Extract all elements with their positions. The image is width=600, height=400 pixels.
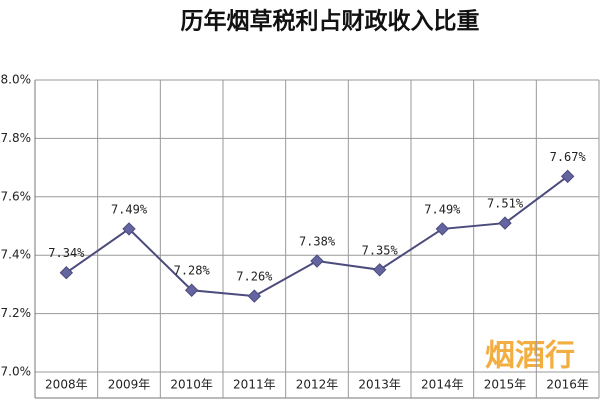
y-tick-label: 7.8% (1, 131, 32, 145)
point-marker (247, 289, 262, 303)
chart-title: 历年烟草税利占财政收入比重 (181, 8, 480, 35)
x-tick-label: 2015年 (484, 378, 527, 392)
value-label: 7.51% (487, 197, 524, 211)
x-tick-label: 2013年 (358, 378, 401, 392)
value-label: 7.26% (236, 270, 273, 284)
value-label: 7.35% (362, 243, 399, 257)
y-tick-label: 7.0% (1, 365, 32, 379)
point-marker (560, 169, 575, 184)
point-marker (59, 266, 74, 280)
point-marker (310, 254, 324, 268)
point-marker (498, 216, 512, 230)
point-marker (184, 283, 199, 297)
y-tick-label: 7.6% (1, 189, 32, 203)
value-label: 7.67% (550, 150, 587, 164)
y-tick-label: 8.0% (1, 73, 32, 87)
watermark: 烟酒行 (485, 339, 575, 374)
value-label: 7.28% (174, 264, 211, 278)
value-label: 7.49% (111, 202, 148, 216)
x-tick-label: 2011年 (233, 378, 276, 392)
point-marker (435, 222, 450, 236)
x-tick-label: 2009年 (108, 378, 151, 392)
y-tick-label: 7.4% (1, 248, 32, 262)
x-tick-label: 2008年 (45, 378, 88, 392)
x-tick-label: 2016年 (546, 378, 589, 392)
value-label: 7.38% (299, 235, 336, 249)
value-label: 7.34% (48, 246, 85, 260)
x-tick-label: 2010年 (170, 378, 213, 392)
x-tick-label: 2014年 (421, 378, 464, 392)
value-label: 7.49% (424, 202, 461, 216)
x-tick-label: 2012年 (296, 378, 339, 392)
point-marker (372, 263, 387, 277)
point-marker (122, 222, 136, 236)
y-tick-label: 7.2% (1, 306, 32, 320)
